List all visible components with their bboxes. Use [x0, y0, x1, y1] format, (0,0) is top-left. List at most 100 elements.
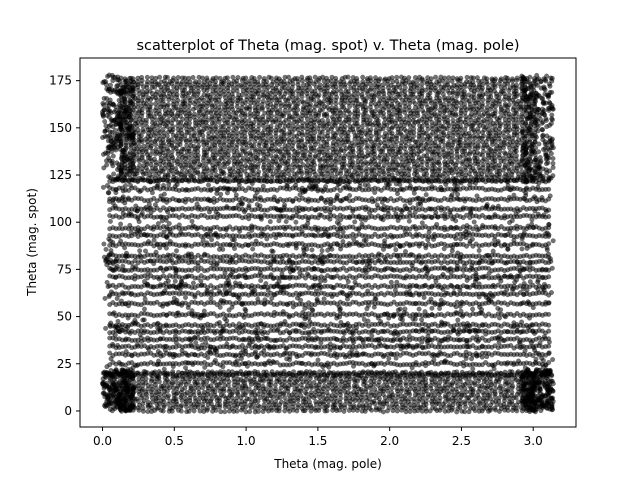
scatter-point [393, 89, 398, 94]
scatter-point [183, 99, 188, 104]
scatter-point [218, 76, 223, 81]
scatter-point [507, 102, 512, 107]
scatter-point [222, 140, 227, 145]
scatter-point [351, 160, 356, 165]
scatter-point [452, 138, 457, 143]
scatter-point [192, 166, 197, 171]
scatter-point [317, 99, 322, 104]
scatter-point [364, 160, 369, 165]
scatter-point [197, 80, 202, 85]
scatter-point [318, 83, 323, 88]
scatter-point [453, 112, 458, 117]
scatter-point [450, 96, 455, 101]
scatter-point [296, 403, 301, 408]
scatter-point [318, 399, 323, 404]
scatter-point [179, 403, 184, 408]
scatter-point [538, 392, 543, 397]
scatter-point [531, 395, 536, 400]
scatter-point [116, 393, 121, 398]
scatter-point [139, 75, 144, 80]
scatter-point [125, 390, 130, 395]
scatter-point [455, 160, 460, 165]
scatter-point [174, 166, 179, 171]
scatter-point [433, 75, 438, 80]
scatter-point [313, 75, 318, 80]
scatter-point [247, 409, 252, 414]
scatter-point [407, 166, 412, 171]
scatter-point [265, 137, 270, 142]
scatter-point [550, 396, 555, 401]
scatter-point [505, 76, 510, 81]
scatter-point [236, 75, 241, 80]
scatter-point [300, 137, 305, 142]
scatter-point [204, 108, 209, 113]
scatter-point [484, 77, 489, 82]
scatter-point [373, 75, 378, 80]
scatter-point [187, 96, 192, 101]
scatter-point [390, 75, 395, 80]
scatter-point [445, 80, 450, 85]
scatter-point [240, 147, 245, 152]
scatter-point [389, 390, 394, 395]
scatter-point [261, 384, 266, 389]
scatter-point [226, 80, 231, 85]
scatter-point [361, 79, 366, 84]
scatter-point [352, 403, 357, 408]
scatter-point [154, 147, 159, 152]
scatter-point [308, 76, 313, 81]
scatter-point [346, 390, 351, 395]
scatter-point [214, 173, 219, 178]
scatter-point [341, 105, 346, 110]
scatter-point [131, 396, 136, 401]
scatter-point [196, 170, 201, 175]
scatter-point [213, 95, 218, 100]
scatter-point [308, 144, 313, 149]
scatter-point [484, 403, 489, 408]
scatter-point [247, 397, 252, 402]
scatter-point [390, 112, 395, 117]
scatter-point [538, 385, 543, 390]
scatter-point [355, 384, 360, 389]
scatter-point [256, 170, 261, 175]
scatter-point [277, 77, 282, 82]
scatter-point [433, 406, 438, 411]
scatter-point [442, 76, 447, 81]
scatter-point [239, 377, 244, 382]
scatter-point [551, 389, 556, 394]
scatter-point [308, 380, 313, 385]
scatter-point [187, 169, 192, 174]
scatter-point [141, 128, 146, 133]
scatter-point [145, 75, 150, 80]
scatter-point [446, 140, 451, 145]
scatter-point [155, 90, 160, 95]
scatter-point [192, 144, 197, 149]
scatter-point [282, 79, 287, 84]
scatter-point [205, 76, 210, 81]
scatter-point [326, 403, 331, 408]
scatter-point [398, 102, 403, 107]
scatter-point [535, 404, 540, 409]
scatter-point [458, 166, 463, 171]
scatter-point [166, 118, 171, 123]
scatter-point [309, 390, 314, 395]
scatter-point [359, 387, 364, 392]
scatter-point [279, 400, 284, 405]
scatter-point [433, 112, 438, 117]
scatter-point [521, 406, 526, 411]
scatter-point [223, 160, 228, 165]
scatter-point [493, 77, 498, 82]
scatter-point [156, 128, 161, 133]
scatter-point [221, 170, 226, 175]
scatter-point [191, 75, 196, 80]
scatter-point [521, 389, 526, 394]
scatter-point [424, 131, 429, 136]
scatter-point [520, 158, 525, 163]
scatter-point [420, 124, 425, 129]
scatter-point [288, 121, 293, 126]
scatter-point [111, 381, 116, 386]
scatter-point [545, 406, 550, 411]
scatter-point [300, 130, 305, 135]
scatter-point [227, 111, 232, 116]
scatter-point [299, 393, 304, 398]
scatter-point [350, 141, 355, 146]
